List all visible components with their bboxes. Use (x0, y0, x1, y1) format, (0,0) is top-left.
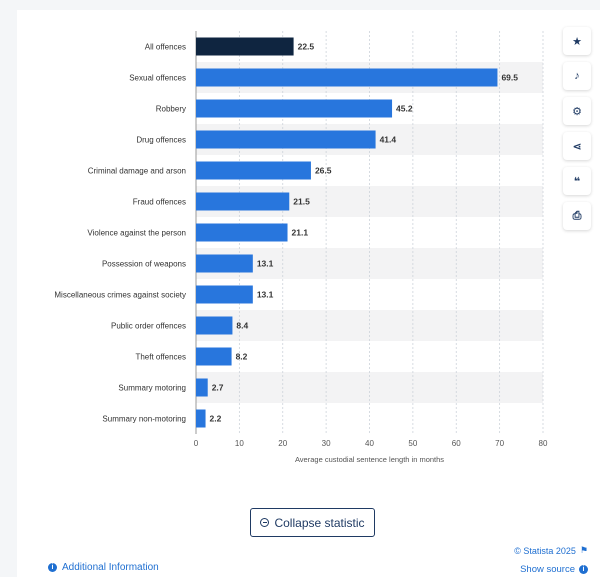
value-label: 41.4 (380, 135, 397, 145)
category-label: Possession of weapons (102, 260, 186, 269)
quote-icon: ❝ (573, 175, 581, 188)
value-label: 45.2 (396, 104, 413, 114)
collapse-label: Collapse statistic (274, 515, 365, 530)
chart-card: All offences Sexual offences Robbery Drug o… (17, 10, 600, 577)
category-label: Drug offences (136, 136, 186, 145)
copyright-link[interactable]: © Statista 2025 ⚑ (514, 545, 588, 556)
share-icon: ⋖ (572, 140, 582, 153)
cite-button[interactable]: ❝ (563, 167, 591, 195)
additional-information-label: Additional Information (62, 562, 159, 573)
bar[interactable] (196, 37, 294, 56)
value-label: 13.1 (257, 259, 274, 269)
bar[interactable] (196, 161, 311, 180)
value-label: 26.5 (315, 166, 332, 176)
minus-circle-icon (260, 518, 270, 527)
star-button[interactable]: ★ (563, 27, 591, 55)
category-label: All offences (145, 43, 186, 52)
show-source-link[interactable]: Show source i (520, 564, 588, 575)
category-label: Theft offences (135, 353, 186, 362)
print-button[interactable]: ⎙ (563, 202, 591, 230)
value-label: 8.4 (236, 321, 248, 331)
bar[interactable] (196, 378, 208, 397)
x-tick-label: 80 (539, 439, 548, 448)
x-tick-label: 50 (408, 439, 417, 448)
bar[interactable] (196, 285, 253, 304)
gear-icon: ⚙ (572, 105, 582, 118)
notification-button[interactable]: ♪ (563, 62, 591, 90)
bell-icon: ♪ (574, 70, 580, 82)
bar[interactable] (196, 409, 206, 428)
additional-information-link[interactable]: i Additional Information (48, 562, 159, 573)
x-tick-label: 70 (495, 439, 504, 448)
value-label: 21.1 (292, 228, 309, 238)
share-button[interactable]: ⋖ (563, 132, 591, 160)
show-source-label: Show source (520, 564, 575, 575)
star-icon: ★ (572, 35, 582, 48)
category-label: Criminal damage and arson (88, 167, 186, 176)
category-label: Violence against the person (87, 229, 186, 238)
value-label: 21.5 (293, 197, 310, 207)
bar[interactable] (196, 223, 288, 242)
x-tick-label: 0 (194, 439, 199, 448)
settings-button[interactable]: ⚙ (563, 97, 591, 125)
value-label: 8.2 (236, 352, 248, 362)
x-tick-label: 30 (322, 439, 331, 448)
category-label: Fraud offences (133, 198, 186, 207)
bar[interactable] (196, 99, 393, 118)
copyright-label: © Statista 2025 (514, 545, 576, 556)
x-tick-label: 20 (278, 439, 287, 448)
x-tick-label: 10 (235, 439, 244, 448)
value-label: 22.5 (298, 42, 315, 52)
category-label: Summary motoring (118, 384, 186, 393)
x-axis-label: Average custodial sentence length in mon… (295, 455, 444, 464)
bar[interactable] (196, 254, 253, 273)
value-label: 69.5 (501, 73, 518, 83)
bar[interactable] (196, 68, 498, 87)
category-label: Summary non-motoring (102, 415, 186, 424)
bar-chart: All offences Sexual offences Robbery Drug o… (54, 31, 548, 464)
bar[interactable] (196, 192, 290, 211)
x-tick-label: 60 (452, 439, 461, 448)
value-label: 2.7 (212, 383, 224, 393)
info-icon: i (48, 563, 57, 572)
category-label: Public order offences (111, 322, 186, 331)
category-label: Sexual offences (129, 74, 186, 83)
info-icon: i (579, 565, 588, 574)
value-label: 2.2 (210, 414, 222, 424)
bar[interactable] (196, 130, 376, 149)
chart-toolbar: ★ ♪ ⚙ ⋖ ❝ ⎙ (563, 27, 591, 230)
value-label: 13.1 (257, 290, 274, 300)
bar[interactable] (196, 316, 233, 335)
flag-icon: ⚑ (579, 545, 588, 555)
x-tick-label: 40 (365, 439, 374, 448)
print-icon: ⎙ (572, 209, 582, 222)
category-label: Miscellaneous crimes against society (54, 291, 186, 300)
category-label: Robbery (156, 105, 186, 114)
collapse-statistic-button[interactable]: Collapse statistic (250, 508, 375, 537)
bar[interactable] (196, 347, 232, 366)
